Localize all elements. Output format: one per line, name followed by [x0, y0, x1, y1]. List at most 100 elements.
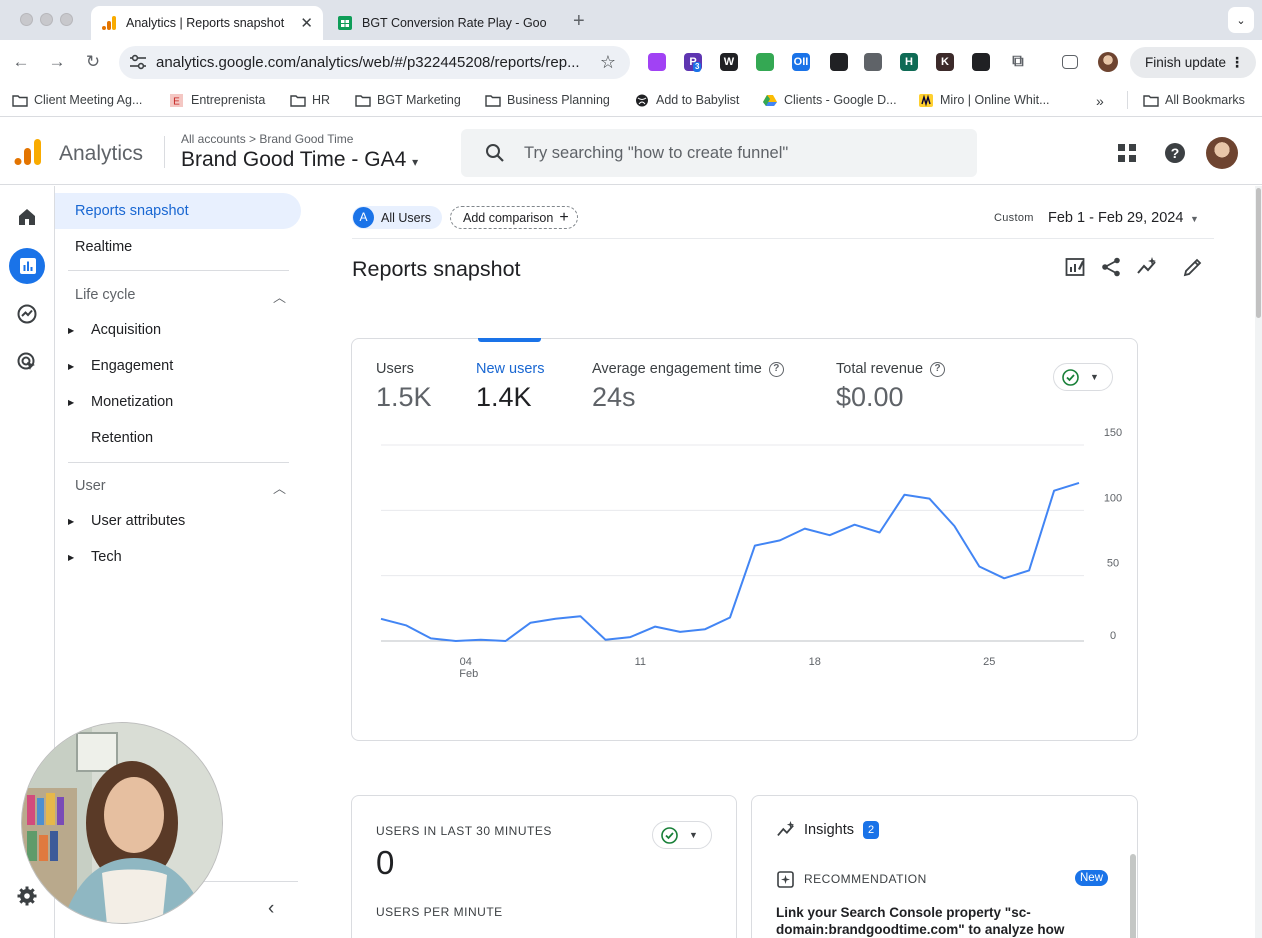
y-tick-label: 100 — [1104, 492, 1122, 504]
y-tick-label: 150 — [1104, 427, 1122, 439]
breadcrumb[interactable]: All accounts > Brand Good Time — [181, 132, 354, 146]
insights-title[interactable]: Insights — [804, 822, 854, 838]
help-question-icon[interactable]: ? — [768, 361, 784, 377]
analytics-logo-icon[interactable] — [14, 138, 42, 166]
comparison-badge: A — [353, 207, 374, 228]
property-selector[interactable]: Brand Good Time - GA4 ▾ — [181, 148, 418, 172]
extension-icon[interactable] — [972, 53, 990, 71]
tab-bgt-conversion[interactable]: BGT Conversion Rate Play - Goo — [327, 6, 563, 40]
header-divider — [352, 238, 1214, 239]
forward-button[interactable]: → — [48, 52, 66, 71]
extension-icon[interactable]: OII — [792, 53, 810, 71]
page-scrollbar[interactable] — [1255, 186, 1262, 938]
section-user[interactable]: User — [75, 478, 106, 494]
back-button[interactable]: ← — [12, 52, 30, 71]
help-icon[interactable]: ? — [1164, 142, 1186, 164]
extension-icon[interactable] — [756, 53, 774, 71]
metric-users[interactable]: Users 1.5K — [376, 361, 432, 413]
nav-reports-snapshot[interactable]: Reports snapshot — [55, 193, 301, 229]
reports-icon — [20, 258, 36, 274]
window-zoom-button[interactable] — [60, 13, 73, 26]
nav-user-attributes[interactable]: ▶ User attributes — [55, 503, 185, 539]
search-input[interactable]: Try searching "how to create funnel" — [461, 129, 977, 177]
drive-icon — [763, 94, 777, 106]
bookmark-item[interactable]: Client Meeting Ag... — [12, 93, 142, 107]
metric-avg-engagement[interactable]: Average engagement time? 24s — [592, 361, 784, 413]
tab-search-button[interactable]: ⌄ — [1228, 7, 1254, 33]
bookmark-item[interactable]: HR — [290, 93, 330, 107]
bookmark-item[interactable]: Add to Babylist — [634, 93, 739, 107]
reload-button[interactable]: ↻ — [85, 52, 101, 71]
home-icon[interactable] — [16, 206, 38, 228]
section-life-cycle[interactable]: Life cycle — [75, 287, 136, 303]
chevron-up-icon[interactable]: ︿ — [273, 290, 287, 305]
extension-icon[interactable]: H — [900, 53, 918, 71]
metric-new-users[interactable]: New users 1.4K — [476, 361, 545, 413]
help-question-icon[interactable]: ? — [930, 361, 946, 377]
nav-retention[interactable]: Retention — [55, 420, 153, 456]
apps-grid-icon[interactable] — [1116, 142, 1138, 164]
new-tab-button[interactable]: + — [573, 10, 585, 32]
nav-label: Monetization — [91, 394, 174, 410]
collapse-nav-button[interactable]: ‹ — [268, 898, 275, 919]
app-name[interactable]: Analytics — [59, 142, 144, 165]
customize-report-icon[interactable] — [1064, 256, 1086, 278]
card-status-dropdown[interactable]: ▼ — [652, 821, 712, 849]
bookmark-item[interactable]: Business Planning — [485, 93, 610, 107]
window-minimize-button[interactable] — [40, 13, 53, 26]
tab-close-icon[interactable]: ✕ — [300, 15, 313, 32]
all-users-chip[interactable]: A All Users — [352, 206, 443, 229]
share-icon[interactable] — [1100, 256, 1122, 278]
extension-icon[interactable] — [648, 53, 666, 71]
site-settings-icon[interactable] — [129, 54, 147, 70]
nav-realtime[interactable]: Realtime — [55, 229, 132, 265]
finish-update-button[interactable]: Finish update ⋮ — [1130, 47, 1256, 78]
metric-total-revenue[interactable]: Total revenue? $0.00 — [836, 361, 946, 413]
nav-label: Reports snapshot — [75, 203, 189, 219]
page-scrollbar-thumb[interactable] — [1256, 188, 1261, 318]
extension-icon[interactable] — [830, 53, 848, 71]
more-bookmarks-button[interactable]: » — [1096, 93, 1104, 109]
nav-monetization[interactable]: ▶ Monetization — [55, 384, 173, 420]
edit-pencil-icon[interactable] — [1182, 256, 1204, 278]
folder-icon — [290, 94, 306, 107]
metric-label: Users — [376, 361, 414, 377]
date-range-picker[interactable]: Feb 1 - Feb 29, 2024 — [1048, 210, 1184, 226]
account-avatar[interactable] — [1206, 137, 1238, 169]
nav-engagement[interactable]: ▶ Engagement — [55, 348, 173, 384]
insights-scrollbar[interactable] — [1130, 854, 1136, 938]
nav-label: Tech — [91, 549, 122, 565]
profile-avatar[interactable] — [1098, 52, 1118, 72]
all-bookmarks-button[interactable]: All Bookmarks — [1143, 93, 1245, 107]
bookmark-star-icon[interactable]: ☆ — [599, 52, 616, 72]
advertising-icon[interactable] — [16, 351, 38, 373]
bookmark-item[interactable]: Clients - Google D... — [762, 93, 897, 107]
analytics-header: Analytics All accounts > Brand Good Time… — [0, 118, 1262, 185]
chevron-up-icon[interactable]: ︿ — [273, 481, 287, 496]
nav-acquisition[interactable]: ▶ Acquisition — [55, 312, 161, 348]
bookmark-item[interactable]: E Entreprenista — [169, 93, 265, 107]
bookmark-item[interactable]: Miro | Online Whit... — [918, 93, 1050, 107]
window-close-button[interactable] — [20, 13, 33, 26]
more-menu-icon[interactable]: ⋮ — [1230, 54, 1244, 70]
explore-icon[interactable] — [16, 303, 38, 325]
nav-tech[interactable]: ▶ Tech — [55, 539, 122, 575]
insights-sparkle-icon[interactable] — [1136, 256, 1158, 278]
extension-icon[interactable]: K — [936, 53, 954, 71]
folder-icon — [355, 94, 371, 107]
insight-text[interactable]: Link your Search Console property "sc-do… — [776, 905, 1065, 937]
card-status-dropdown[interactable]: ▼ — [1053, 363, 1113, 391]
date-caret-icon[interactable]: ▼ — [1190, 214, 1199, 224]
extension-icon[interactable]: W — [720, 53, 738, 71]
new-users-series-line[interactable] — [380, 481, 1080, 642]
bookmark-item[interactable]: BGT Marketing — [355, 93, 461, 107]
extension-icon[interactable] — [864, 53, 882, 71]
header-divider — [164, 136, 165, 168]
extension-icon[interactable]: P3 — [684, 53, 702, 72]
address-bar[interactable]: analytics.google.com/analytics/web/#/p32… — [119, 46, 630, 79]
add-comparison-button[interactable]: Add comparison + — [450, 206, 578, 229]
side-panel-icon[interactable] — [1062, 55, 1078, 69]
extensions-puzzle-icon[interactable]: ⧉ — [1012, 53, 1024, 70]
admin-gear-icon[interactable] — [16, 885, 38, 907]
tab-analytics[interactable]: Analytics | Reports snapshot ✕ — [91, 6, 323, 40]
